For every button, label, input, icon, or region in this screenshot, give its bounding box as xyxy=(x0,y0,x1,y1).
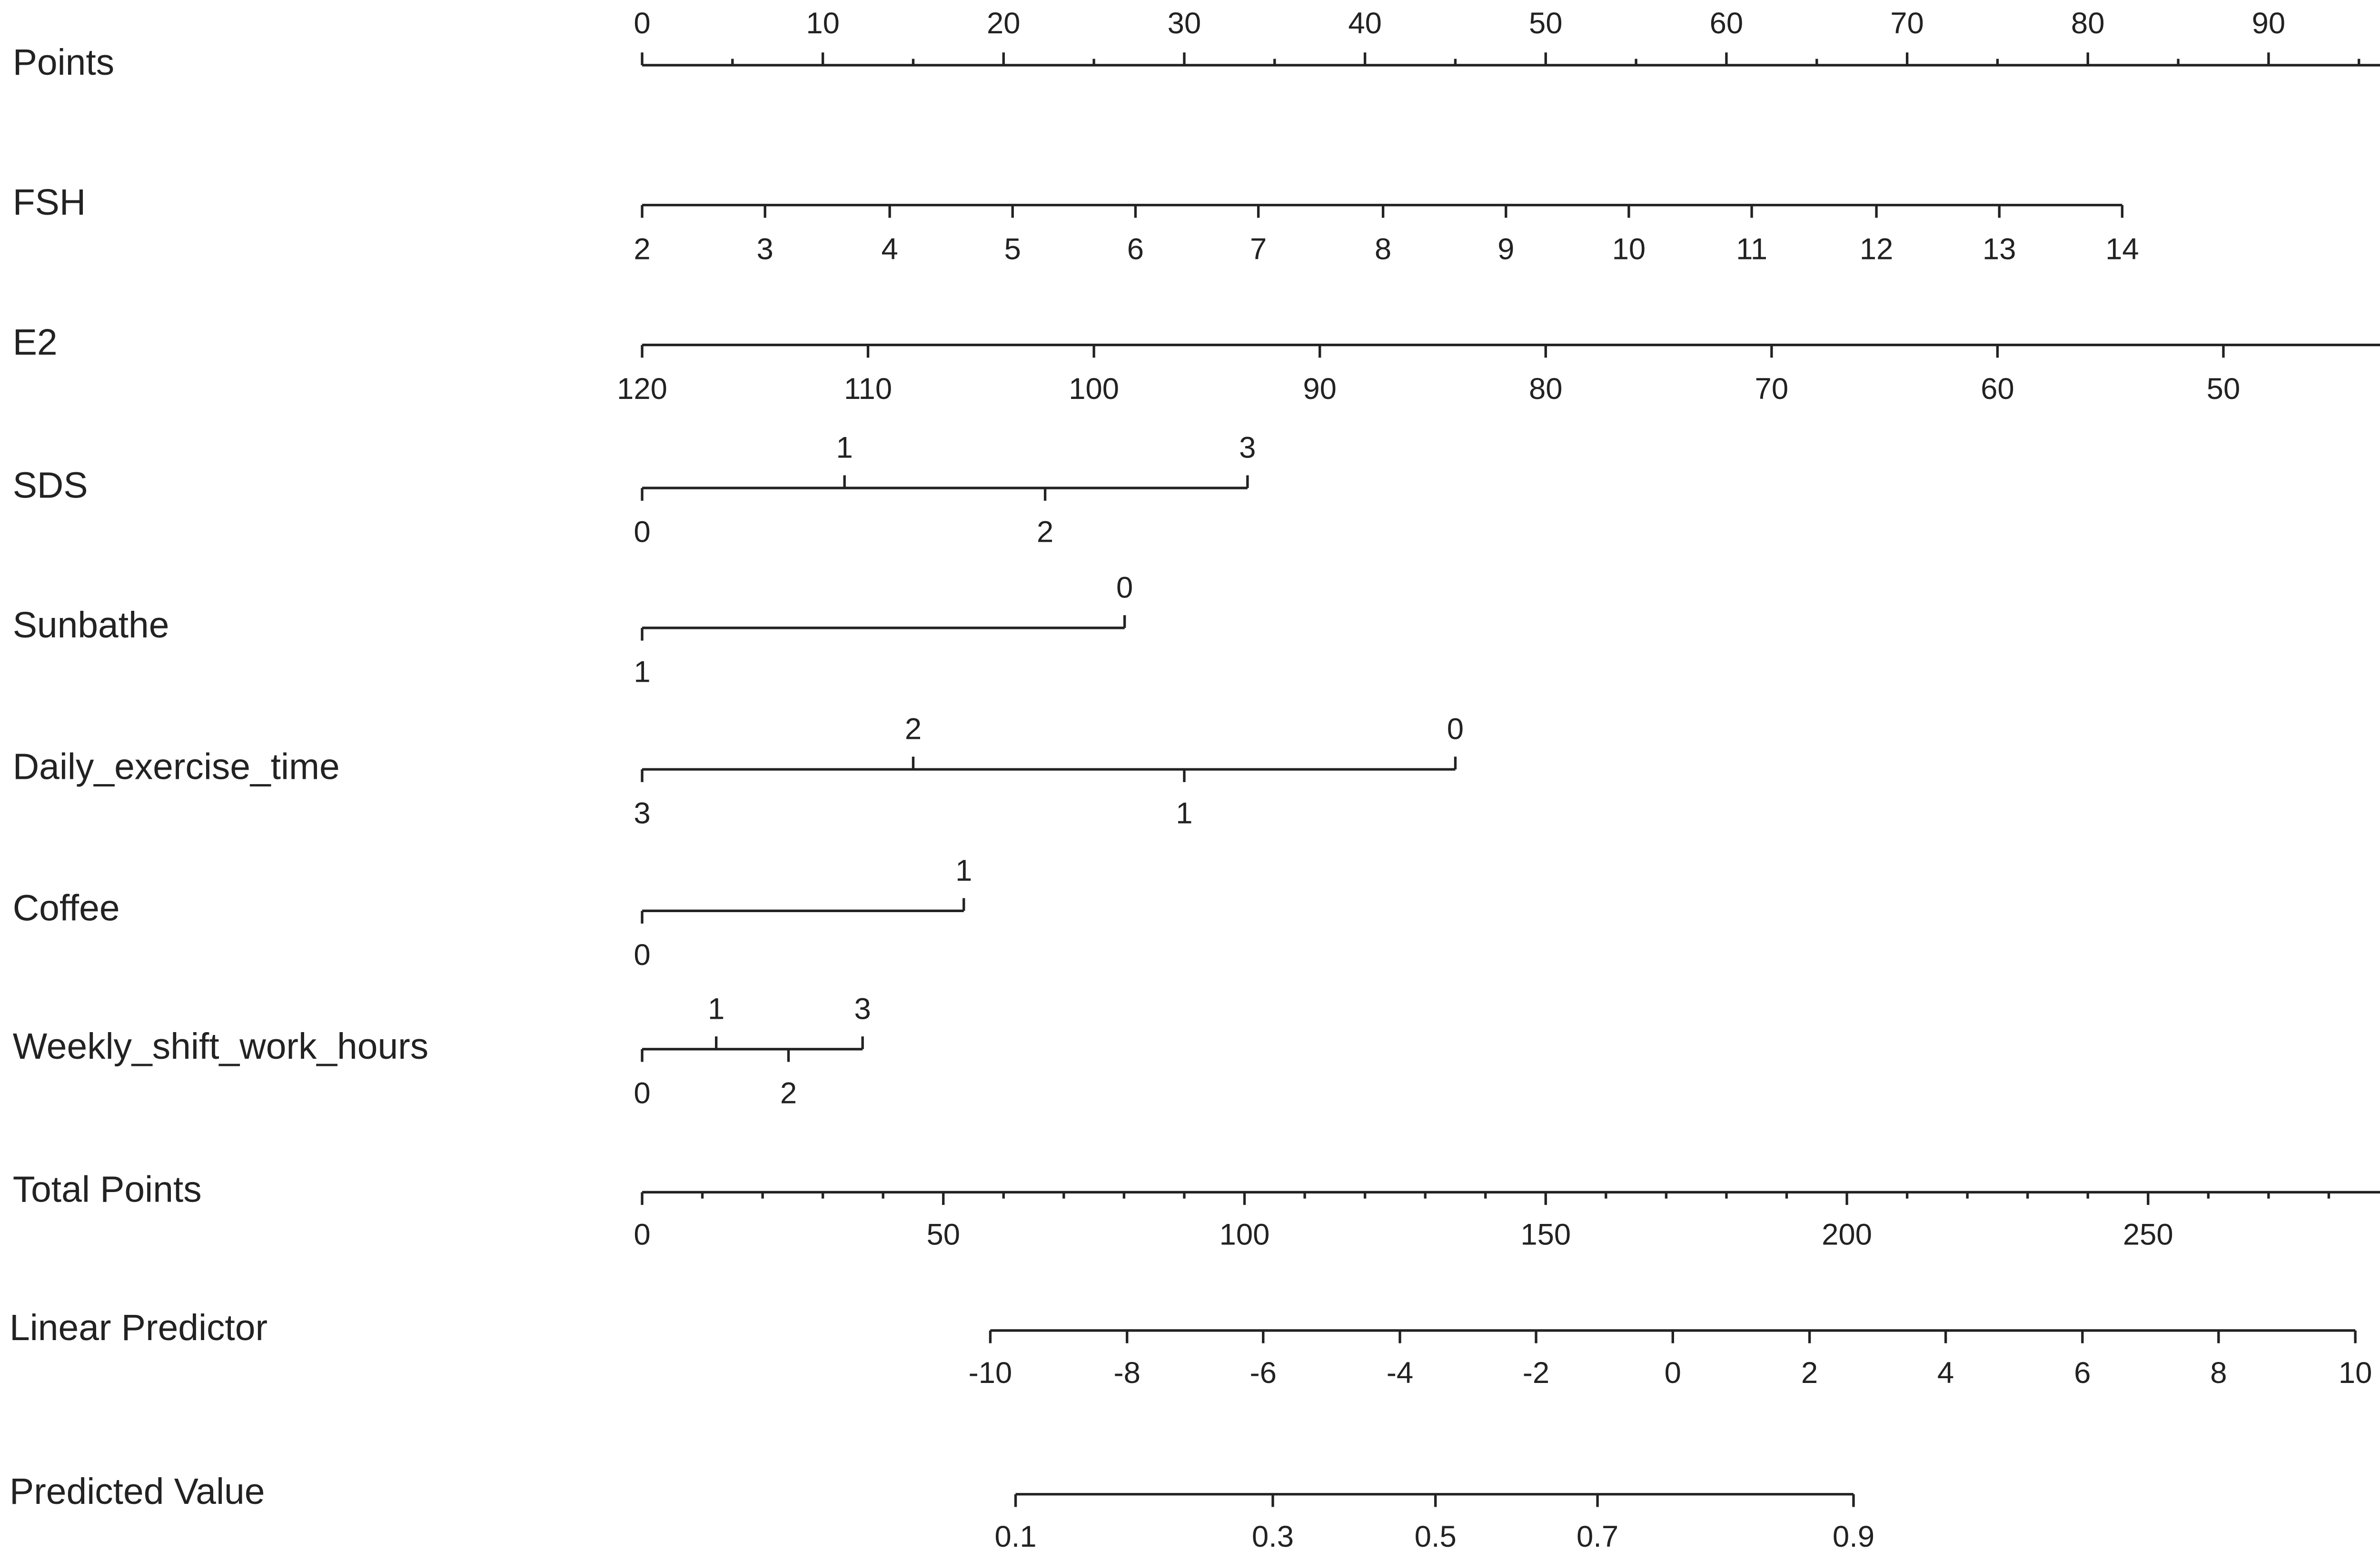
tick-label: 0 xyxy=(634,1218,650,1252)
tick-label: 6 xyxy=(2074,1356,2091,1390)
tick-label: 13 xyxy=(1983,232,2016,266)
tick-label: 110 xyxy=(844,372,892,406)
tick-label: 11 xyxy=(1736,232,1767,266)
row-label: Linear Predictor xyxy=(10,1307,268,1348)
tick-label: 200 xyxy=(1822,1218,1872,1252)
tick-label: -4 xyxy=(1387,1356,1413,1390)
tick-label: -10 xyxy=(969,1356,1012,1390)
row-label: FSH xyxy=(13,182,86,223)
tick-label: 0.3 xyxy=(1252,1520,1294,1553)
tick-label: 3 xyxy=(757,232,774,266)
tick-label: 40 xyxy=(1348,7,1382,40)
tick-label: 7 xyxy=(1250,232,1267,266)
row-label: Points xyxy=(13,42,114,83)
row-label: E2 xyxy=(13,322,58,363)
tick-label: 90 xyxy=(2252,7,2286,40)
tick-label: -8 xyxy=(1114,1356,1140,1390)
tick-label: -2 xyxy=(1523,1356,1549,1390)
tick-label: 90 xyxy=(1303,372,1337,406)
tick-label: 4 xyxy=(1937,1356,1954,1390)
tick-label: 5 xyxy=(1004,232,1021,266)
tick-label: 60 xyxy=(1981,372,2014,406)
tick-label: 0.9 xyxy=(1833,1520,1874,1553)
tick-label: 1 xyxy=(1176,797,1192,830)
tick-label: 50 xyxy=(926,1218,960,1252)
tick-label: 1 xyxy=(708,992,724,1025)
tick-label: 9 xyxy=(1497,232,1514,266)
row-label: Coffee xyxy=(13,888,120,929)
tick-label: 0.5 xyxy=(1415,1520,1457,1553)
row-label: Total Points xyxy=(13,1169,202,1210)
row-label: Weekly_shift_work_hours xyxy=(13,1026,428,1067)
tick-label: 10 xyxy=(806,7,840,40)
tick-label: 3 xyxy=(1239,431,1256,465)
tick-label: 70 xyxy=(1890,7,1924,40)
tick-label: 4 xyxy=(881,232,898,266)
tick-label: 80 xyxy=(2071,7,2105,40)
tick-label: 0.7 xyxy=(1577,1520,1618,1553)
tick-label: 0 xyxy=(634,516,650,549)
tick-label: 80 xyxy=(1529,372,1563,406)
row-label: SDS xyxy=(13,465,88,506)
tick-label: 1 xyxy=(836,431,853,465)
tick-label: 100 xyxy=(1220,1218,1270,1252)
row-label: Daily_exercise_time xyxy=(13,746,340,787)
row-label: Sunbathe xyxy=(13,605,169,646)
tick-label: -6 xyxy=(1250,1356,1277,1390)
tick-label: 1 xyxy=(955,854,972,887)
tick-label: 0 xyxy=(1665,1356,1681,1390)
tick-label: 0 xyxy=(1116,571,1133,605)
tick-label: 70 xyxy=(1755,372,1789,406)
tick-label: 150 xyxy=(1520,1218,1571,1252)
tick-label: 0 xyxy=(634,7,650,40)
tick-label: 8 xyxy=(1375,232,1391,266)
tick-label: 0 xyxy=(634,1076,650,1110)
tick-label: 100 xyxy=(1069,372,1119,406)
row-label: Predicted Value xyxy=(10,1471,265,1512)
tick-label: 2 xyxy=(780,1076,797,1110)
tick-label: 2 xyxy=(634,232,650,266)
tick-label: 14 xyxy=(2105,232,2139,266)
tick-label: 2 xyxy=(905,713,922,746)
tick-label: 20 xyxy=(987,7,1021,40)
tick-label: 250 xyxy=(2123,1218,2173,1252)
tick-label: 8 xyxy=(2210,1356,2227,1390)
tick-label: 0 xyxy=(1447,713,1464,746)
tick-label: 3 xyxy=(854,992,871,1025)
tick-label: 30 xyxy=(1168,7,1201,40)
tick-label: 12 xyxy=(1860,232,1894,266)
tick-label: 50 xyxy=(1529,7,1563,40)
tick-label: 60 xyxy=(1710,7,1744,40)
tick-label: 0 xyxy=(634,938,650,972)
tick-label: 10 xyxy=(2339,1356,2372,1390)
tick-label: 10 xyxy=(1612,232,1646,266)
tick-label: 1 xyxy=(634,656,650,689)
tick-label: 3 xyxy=(634,797,650,830)
tick-label: 0.1 xyxy=(995,1520,1037,1553)
tick-label: 50 xyxy=(2207,372,2241,406)
tick-label: 6 xyxy=(1127,232,1144,266)
tick-label: 120 xyxy=(617,372,667,406)
tick-label: 2 xyxy=(1037,516,1053,549)
tick-label: 2 xyxy=(1801,1356,1818,1390)
